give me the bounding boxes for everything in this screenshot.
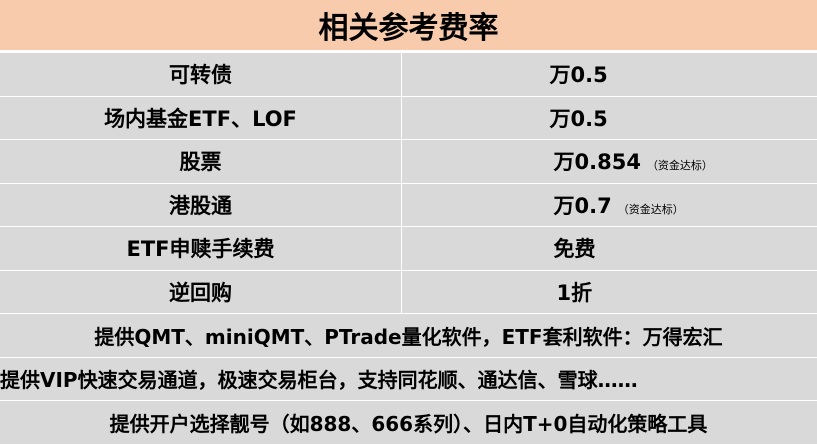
row-label: ETF申赎手续费 [0,227,402,270]
row-label: 场内基金ETF、LOF [0,96,402,139]
row-label: 可转债 [0,53,402,96]
table-title: 相关参考费率 [0,0,817,50]
row-value: 万0.7 [553,193,612,218]
row-value: 免费 [553,237,596,262]
table-row: 港股通 万0.7 （资金达标） [0,183,817,227]
note-text: 提供开户选择靓号（如888、666系列）、日内T+0自动化策略工具 [109,411,708,436]
row-value: 万0.5 [549,63,608,88]
note-text: 提供QMT、miniQMT、PTrade量化软件，ETF套利软件：万得宏汇 [94,324,723,349]
table-row: ETF申赎手续费 免费 [0,227,817,271]
table-row: 场内基金ETF、LOF 万0.5 [0,96,817,140]
row-note: （资金达标） [617,202,684,216]
row-label: 股票 [0,140,402,183]
table-row: 股票 万0.854 （资金达标） [0,140,817,184]
note-row: 提供QMT、miniQMT、PTrade量化软件，ETF套利软件：万得宏汇 [0,314,817,358]
row-label: 逆回购 [0,270,402,313]
row-value: 万0.5 [549,106,608,131]
table-row: 逆回购 1折 [0,270,817,314]
row-note: （资金达标） [646,159,713,173]
row-label: 港股通 [0,183,402,226]
note-text: 提供VIP快速交易通道，极速交易柜台，支持同花顺、通达信、雪球…… [0,368,638,393]
fee-table: 可转债 万0.5 场内基金ETF、LOF 万0.5 股票 万0.854 （资金达标… [0,53,817,444]
table-row: 可转债 万0.5 [0,53,817,97]
divider [0,50,817,53]
note-row: 提供VIP快速交易通道，极速交易柜台，支持同花顺、通达信、雪球…… [0,357,817,401]
row-value: 万0.854 [553,150,641,175]
note-row: 提供开户选择靓号（如888、666系列）、日内T+0自动化策略工具 [0,401,817,444]
row-value: 1折 [556,280,593,305]
